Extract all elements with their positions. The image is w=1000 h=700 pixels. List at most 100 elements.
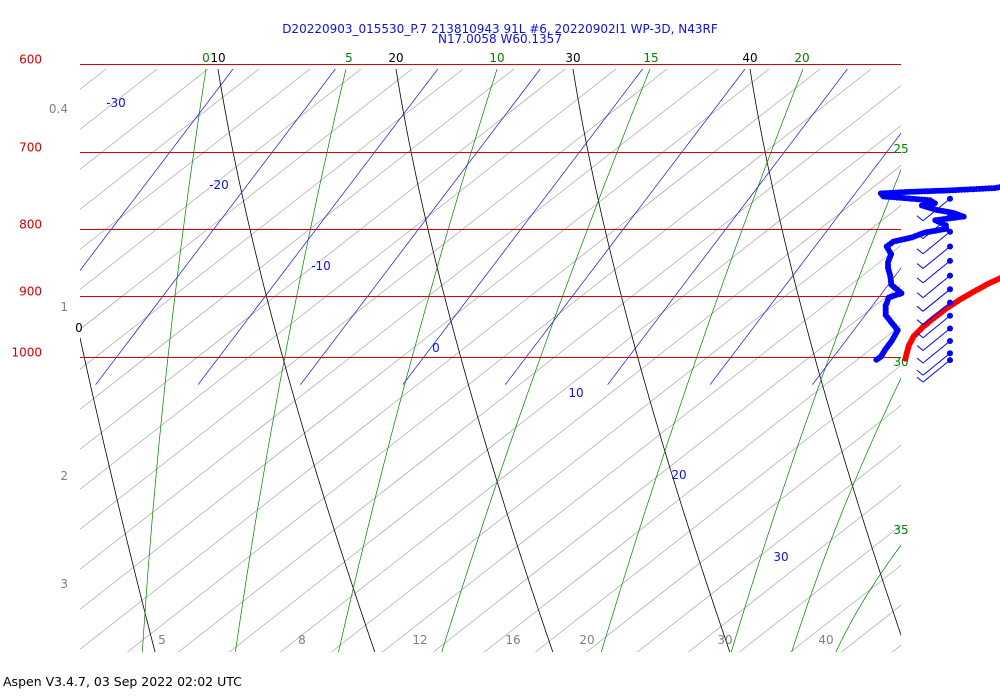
isotherm-label: -10 xyxy=(311,259,331,273)
wind-barb-flag xyxy=(916,319,924,326)
moist-adiabat-line xyxy=(80,69,566,450)
moist-adiabat-line xyxy=(80,69,362,290)
wind-barb-flag xyxy=(916,263,924,269)
moist-adiabat-line xyxy=(80,69,209,170)
pressure-tick-label: 1000 xyxy=(11,346,42,360)
moist-adiabat-line xyxy=(80,69,770,610)
pressure-tick-label: 700 xyxy=(19,141,42,155)
mixing-ratio-line xyxy=(338,69,498,652)
wind-barb-flag xyxy=(916,292,924,298)
moist-adiabat-line xyxy=(381,245,901,652)
wind-barb-staff xyxy=(922,216,951,239)
temperature-profile xyxy=(902,275,1000,362)
pressure-tick-label: 600 xyxy=(19,53,42,67)
moist-adiabat-line xyxy=(80,69,311,250)
temperature-point xyxy=(902,355,909,362)
wind-barb-staff xyxy=(922,260,951,284)
moist-adiabat-line xyxy=(279,165,901,652)
isotherm-label: 10 xyxy=(568,386,583,400)
wind-barb-flag xyxy=(916,248,924,255)
dry-adiabat-label: 0 xyxy=(75,321,83,335)
wind-barb-staff xyxy=(922,246,951,269)
mixing-ratio-line xyxy=(791,377,901,652)
height-km-label: 1 xyxy=(60,300,68,314)
isotherm-label: 20 xyxy=(671,468,686,482)
wind-barb-flag xyxy=(916,305,924,312)
isotherm-line xyxy=(95,69,336,385)
mixing-ratio-line xyxy=(600,69,804,652)
pressure-tick-label: 900 xyxy=(19,285,42,299)
isotherms xyxy=(80,69,901,385)
wind-barb-staff xyxy=(922,275,951,299)
mixing-ratio-label: 35 xyxy=(893,523,908,537)
wind-barb-flag xyxy=(916,357,924,364)
dry-adiabats xyxy=(0,69,901,690)
moist-adiabat-line xyxy=(330,205,901,652)
height-km-label: 2 xyxy=(60,469,68,483)
wind-barb-flag xyxy=(916,277,924,284)
moist-adiabat-line xyxy=(840,604,901,652)
wind-barb-staff xyxy=(922,328,951,351)
dry-adiabat-label: 40 xyxy=(742,51,757,65)
isotherm-line xyxy=(812,267,901,385)
bottom-temperature-label: 40 xyxy=(818,633,833,647)
moist-adiabat-line xyxy=(80,69,260,210)
wind-barb-staff xyxy=(922,359,951,383)
mixing-ratio-label: 0 xyxy=(202,51,210,65)
moist-adiabat-line xyxy=(80,69,515,410)
isotherm-label: 30 xyxy=(773,550,788,564)
dry-adiabat-line xyxy=(572,69,731,652)
moist-adiabat-line xyxy=(80,69,158,130)
isotherm-line xyxy=(197,69,439,385)
isotherm-line xyxy=(300,69,541,385)
mixing-ratio-label: 25 xyxy=(893,142,908,156)
moist-adiabat-line xyxy=(80,69,617,490)
isotherm-line xyxy=(709,132,901,385)
wind-barb-staff xyxy=(922,302,951,326)
isotherm-label: -20 xyxy=(209,178,229,192)
isotherm-label: -30 xyxy=(106,96,126,110)
moist-adiabat-line xyxy=(432,285,901,652)
wind-barb-flag xyxy=(916,376,924,383)
isotherm-line xyxy=(504,69,746,385)
wind-barb-flag xyxy=(916,215,924,222)
wind-barb-staff xyxy=(922,231,951,255)
dry-adiabat-line xyxy=(0,338,40,690)
bottom-temperature-label: 12 xyxy=(412,633,427,647)
dry-adiabat-label: 20 xyxy=(388,51,403,65)
bottom-temperature-label: 20 xyxy=(579,633,594,647)
wind-barb-staff xyxy=(922,198,951,222)
isobars xyxy=(80,64,901,358)
moist-adiabat-line xyxy=(177,85,901,652)
wind-barb-staff xyxy=(922,352,951,376)
wind-barb-staff xyxy=(922,315,951,339)
dewpoint-profile xyxy=(873,184,1000,363)
wind-barb-flag xyxy=(916,332,924,339)
wind-barb-staff xyxy=(922,340,951,364)
pressure-tick-label: 800 xyxy=(19,218,42,232)
mixing-ratio-label: 15 xyxy=(643,51,658,65)
mixing-ratio-label: 5 xyxy=(345,51,353,65)
moist-adiabat-line xyxy=(891,644,901,652)
wind-barb-staff xyxy=(922,288,951,312)
bottom-temperature-label: 30 xyxy=(717,633,732,647)
chart-title: D20220903_015530_P.7 213810943 91L #6, 2… xyxy=(282,22,718,36)
dry-adiabat-line xyxy=(80,337,156,652)
isotherm-label: 0 xyxy=(432,341,440,355)
moist-adiabat-line xyxy=(126,69,872,652)
isotherm-line xyxy=(80,69,234,272)
moist-adiabat-line xyxy=(636,444,901,652)
mixing-ratio-label: 10 xyxy=(489,51,504,65)
dewpoint-point xyxy=(873,356,880,363)
moist-adiabat-line xyxy=(483,325,901,652)
isotherm-line xyxy=(607,69,848,385)
software-version-footer: Aspen V3.4.7, 03 Sep 2022 02:02 UTC xyxy=(3,674,242,689)
isotherm-line xyxy=(402,69,644,385)
moist-adiabat-line xyxy=(687,484,901,652)
mixing-ratio-label: 20 xyxy=(794,51,809,65)
mixing-ratio-line xyxy=(730,168,901,652)
wind-barb-flag xyxy=(916,369,924,376)
moist-adiabat-line xyxy=(789,564,901,652)
